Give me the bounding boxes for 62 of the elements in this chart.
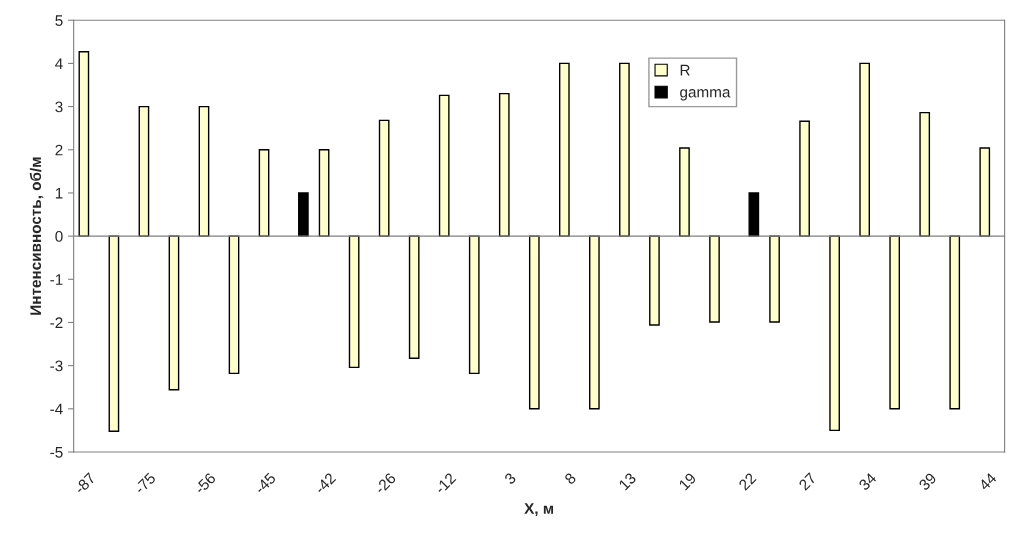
x-tick-label: -56 (193, 472, 217, 495)
bar (709, 235, 720, 323)
x-axis-title: X, м (524, 503, 554, 517)
x-tick-label: 19 (678, 472, 697, 491)
x-tick-label: -12 (434, 472, 457, 495)
x-tick-label: -42 (314, 472, 337, 495)
bar (889, 235, 901, 410)
y-tick-label: -2 (50, 317, 63, 328)
bar (829, 235, 840, 432)
x-tick-label: -87 (73, 472, 97, 495)
y-axis-title: Интенсивность, об/м (29, 157, 44, 315)
bar (949, 235, 961, 410)
legend-label: R (680, 64, 690, 76)
legend-label: gamma (680, 89, 731, 101)
bar (619, 62, 630, 237)
bar (679, 147, 690, 237)
bar (378, 119, 390, 237)
bar (438, 94, 450, 237)
y-tick-label: 3 (55, 101, 63, 113)
bar (298, 192, 309, 237)
y-tick-label: 5 (55, 15, 63, 26)
bar (979, 147, 991, 237)
bar (258, 149, 270, 237)
bar (108, 235, 120, 432)
bar (589, 235, 600, 410)
x-tick-label: 44 (978, 472, 998, 492)
bar (498, 92, 510, 237)
y-tick-label: 2 (55, 144, 63, 156)
x-tick-label: 3 (503, 472, 517, 485)
x-tick-label: 13 (618, 472, 637, 491)
x-tick-label: 34 (858, 472, 878, 491)
bar (748, 192, 760, 237)
y-tick-label: -1 (50, 274, 63, 285)
y-tick-label: 0 (55, 230, 63, 242)
bar (348, 235, 360, 369)
x-tick-label: -75 (134, 472, 157, 495)
x-tick-label: -26 (374, 472, 397, 495)
y-tick-label: 1 (55, 187, 63, 199)
bar (168, 235, 180, 391)
y-tick-label: -3 (50, 360, 63, 372)
x-tick-label: 27 (798, 472, 817, 491)
x-tick-label: -45 (254, 472, 277, 495)
x-tick-label: 39 (918, 472, 937, 491)
bar (408, 235, 420, 359)
y-tick-label: 4 (55, 58, 63, 69)
bar (919, 111, 931, 237)
x-tick-label: 22 (738, 472, 757, 491)
bar (198, 105, 210, 237)
bar (528, 235, 540, 410)
bar (799, 120, 810, 237)
y-tick-label: -4 (50, 403, 63, 415)
bar (649, 235, 660, 326)
bar (468, 235, 480, 375)
bar (769, 235, 780, 323)
bar (859, 62, 870, 237)
y-tick-label: -5 (50, 447, 63, 458)
bar (318, 149, 330, 237)
bar (228, 235, 240, 375)
x-tick-label: 8 (563, 472, 577, 485)
bar (78, 51, 90, 237)
bar (558, 62, 570, 237)
bar (138, 105, 150, 237)
